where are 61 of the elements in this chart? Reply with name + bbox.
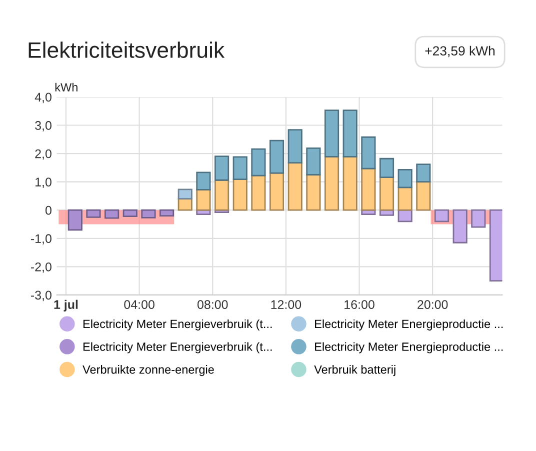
bar [86, 209, 101, 218]
bar [306, 174, 321, 211]
legend-label: Electricity Meter Energieproductie ... [315, 342, 503, 354]
bar [104, 209, 120, 219]
y-tick-label: -3,0 [30, 290, 52, 302]
bar [214, 156, 230, 181]
chart-title: Elektriciteitsverbruik [28, 42, 225, 58]
bar [342, 156, 358, 211]
bar [232, 178, 248, 211]
bar [361, 168, 376, 211]
bar [251, 148, 266, 176]
bar [269, 172, 284, 211]
x-tick-label: 1 jul [54, 300, 78, 312]
x-tick-label: 16:00 [344, 300, 374, 309]
bar [306, 147, 321, 176]
bar [196, 172, 211, 190]
y-tick-label: 2,0 [35, 149, 52, 160]
bar [251, 174, 266, 211]
bar [416, 181, 431, 211]
bar [68, 209, 82, 231]
bar [269, 140, 284, 174]
bar [398, 168, 412, 188]
bar [398, 186, 412, 211]
bar [324, 156, 340, 211]
bar [379, 176, 394, 211]
y-tick-label: 3,0 [35, 121, 52, 132]
bar [214, 179, 230, 211]
x-tick-label: 12:00 [271, 300, 302, 309]
bar [232, 156, 248, 180]
x-tick-label: 08:00 [197, 300, 228, 309]
bar [416, 164, 431, 183]
bar [178, 198, 192, 211]
bar [196, 189, 211, 211]
y-tick-label: 0 [45, 206, 52, 215]
legend-label: Electricity Meter Energieverbruik (t... [83, 342, 272, 354]
bar [434, 209, 450, 222]
y-tick-label: -2,0 [30, 262, 52, 273]
legend-label: Electricity Meter Energieproductie ... [315, 319, 503, 330]
bar [489, 209, 502, 282]
legend-label: Verbruik batterij [314, 365, 396, 376]
bar [361, 136, 376, 170]
y-tick-label: 4,0 [34, 92, 52, 104]
y-axis-title: kWh [55, 82, 78, 92]
bar [122, 209, 138, 218]
text: +23,59 kWh [425, 46, 495, 58]
bar [471, 209, 486, 228]
bar [324, 110, 340, 158]
x-tick-label: 04:00 [124, 300, 154, 309]
y-tick-label: -1,0 [30, 234, 52, 245]
bar [141, 209, 156, 218]
bar [379, 158, 394, 178]
y-tick-label: 1,0 [36, 178, 52, 188]
bar [160, 209, 174, 216]
x-tick-label: 20:00 [418, 300, 448, 309]
bar [342, 110, 358, 158]
bar [452, 209, 468, 244]
legend-label: Electricity Meter Energieverbruik (t... [83, 319, 272, 330]
bar [178, 188, 192, 200]
legend-label: Verbruikte zonne-energie [82, 365, 214, 376]
bar [288, 129, 302, 164]
bar [288, 162, 302, 211]
